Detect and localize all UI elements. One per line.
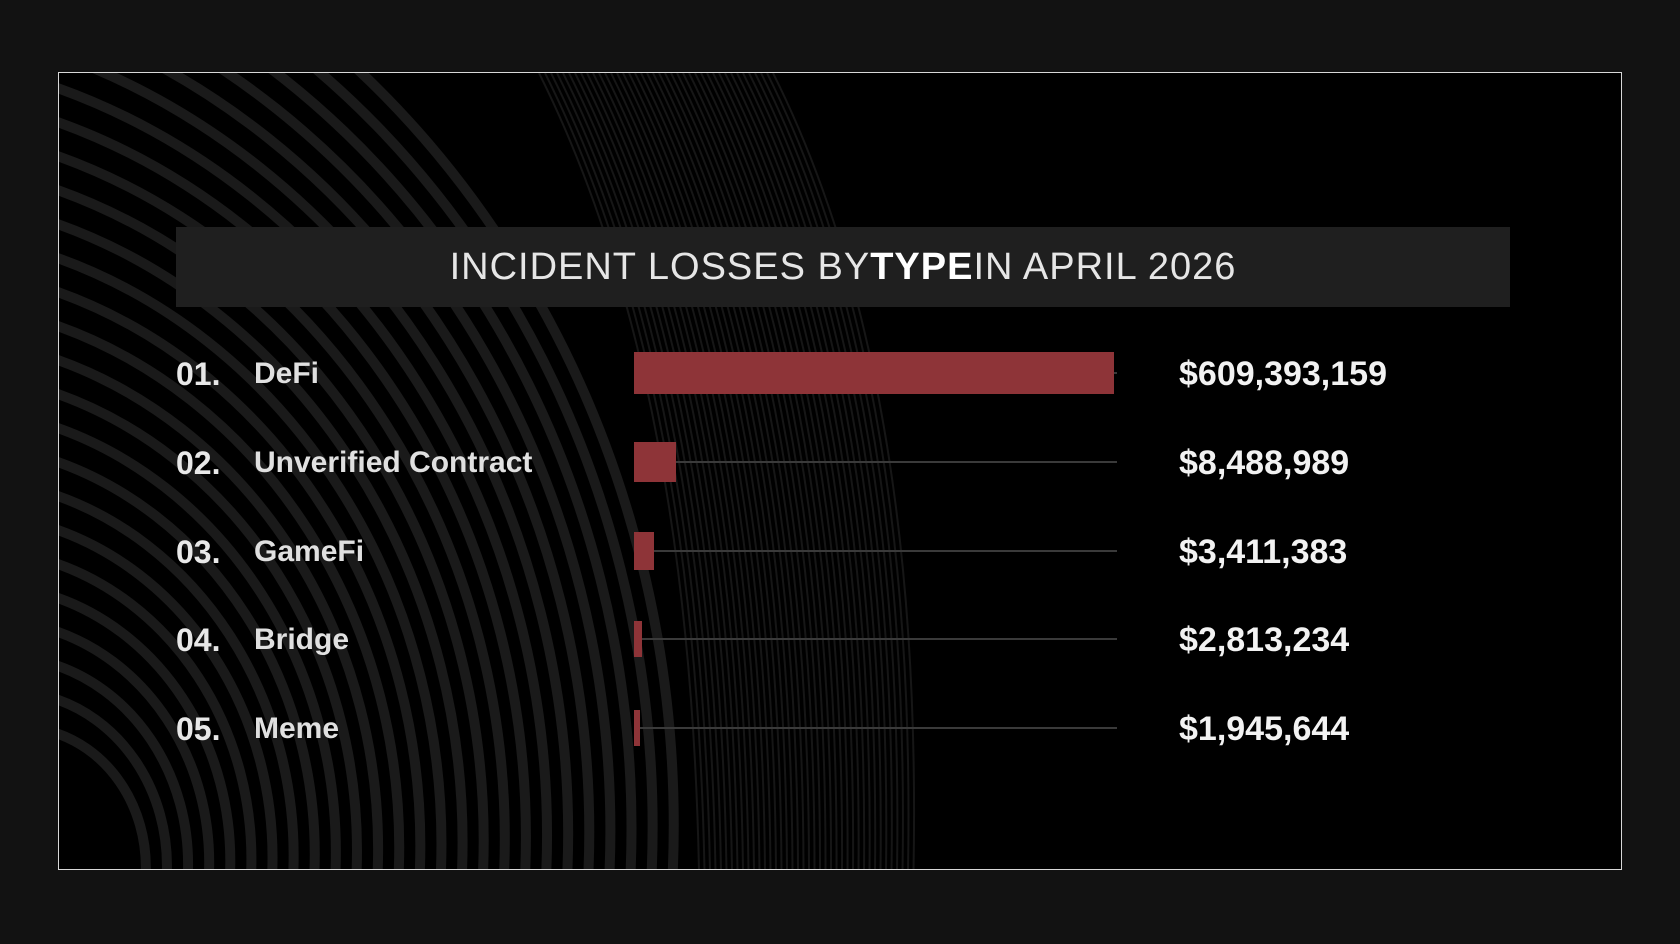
bar-meme [634, 710, 640, 746]
background-arc [59, 559, 257, 869]
background-stripe [568, 73, 728, 869]
background-stripe [766, 73, 910, 869]
background-arc [59, 117, 531, 869]
background-stripe [634, 73, 788, 869]
chart-rows: 01. DeFi $609,393,159 02. Unverified Contrac… [176, 352, 1387, 748]
infographic-panel: INCIDENT LOSSES BY TYPE IN APRIL 2026 01… [58, 72, 1622, 870]
background-arc [59, 457, 320, 869]
background-stripe [682, 73, 833, 869]
background-stripe [544, 73, 706, 869]
rank-label: 03. [176, 534, 220, 570]
background-arc [59, 491, 299, 869]
category-label: Bridge [254, 623, 349, 656]
bar-gamefi [634, 532, 654, 570]
background-arc [218, 73, 616, 869]
background-stripe [664, 73, 816, 869]
background-stripe [742, 73, 888, 869]
bar-unverified-contract [634, 442, 676, 482]
background-stripe [754, 73, 899, 869]
background-stripe [688, 73, 838, 869]
background-stripe [538, 73, 700, 869]
background-stripe [760, 73, 904, 869]
background-stripe [712, 73, 860, 869]
background-arc [59, 355, 384, 869]
background-stripe [706, 73, 855, 869]
category-label: Meme [254, 712, 339, 745]
background-stripe [670, 73, 821, 869]
rank-label: 02. [176, 445, 220, 481]
bar-bridge [634, 621, 642, 657]
background-stripe [622, 73, 777, 869]
background-stripe [628, 73, 783, 869]
value-label: $3,411,383 [1179, 533, 1347, 571]
bar-defi [634, 352, 1114, 394]
background-arc [59, 525, 278, 869]
background-stripe [556, 73, 717, 869]
background-stripe [550, 73, 711, 869]
background-stripe [616, 73, 772, 869]
background-stripe [658, 73, 810, 869]
background-arc [59, 219, 468, 869]
background-arc [59, 83, 552, 869]
background-stripe [640, 73, 794, 869]
background-arc [59, 151, 510, 869]
background-stripe [586, 73, 744, 869]
rank-label: 04. [176, 622, 220, 658]
background-stripe [748, 73, 893, 869]
background-arc [92, 73, 574, 869]
background-stripe [562, 73, 722, 869]
title-part-2: TYPE [870, 245, 974, 288]
background-stripe [772, 73, 916, 869]
rank-label: 05. [176, 711, 220, 747]
background-stripe [700, 73, 849, 869]
background-stripe [646, 73, 799, 869]
background-stripe [724, 73, 871, 869]
background-stripe [598, 73, 755, 869]
background-arc [59, 253, 447, 869]
value-label: $8,488,989 [1179, 444, 1349, 482]
background-stripe [736, 73, 882, 869]
value-label: $2,813,234 [1179, 621, 1349, 659]
bar-chart: 01. DeFi $609,393,159 02. Unverified Contrac… [176, 352, 1387, 748]
category-label: DeFi [254, 357, 319, 390]
background-stripe [694, 73, 844, 869]
background-arc [161, 73, 595, 869]
background-stripe [610, 73, 766, 869]
background-stripe [652, 73, 805, 869]
rank-label: 01. [176, 356, 220, 392]
background-arc [59, 423, 341, 869]
title-part-1: INCIDENT LOSSES BY [449, 245, 871, 288]
background-stripe [718, 73, 866, 869]
background-arc [59, 694, 172, 869]
background-stripe [592, 73, 750, 869]
value-label: $1,945,644 [1179, 710, 1349, 748]
background-arc [59, 321, 405, 869]
background-arc [59, 287, 426, 869]
title-part-3: IN APRIL 2026 [973, 245, 1237, 288]
background-arc [59, 389, 362, 869]
background-stripe [574, 73, 733, 869]
background-stripe [730, 73, 877, 869]
background-stripe [580, 73, 739, 869]
background-arc [59, 593, 236, 869]
background-stripe [676, 73, 827, 869]
value-label: $609,393,159 [1179, 355, 1387, 393]
background-arc [59, 185, 489, 869]
background-arc [59, 661, 194, 869]
background-stripe [604, 73, 761, 869]
chart-title: INCIDENT LOSSES BY TYPE IN APRIL 2026 [176, 227, 1510, 307]
category-label: Unverified Contract [254, 446, 532, 479]
background-arc [59, 627, 215, 869]
background-arc [59, 728, 151, 869]
category-label: GameFi [254, 535, 364, 568]
